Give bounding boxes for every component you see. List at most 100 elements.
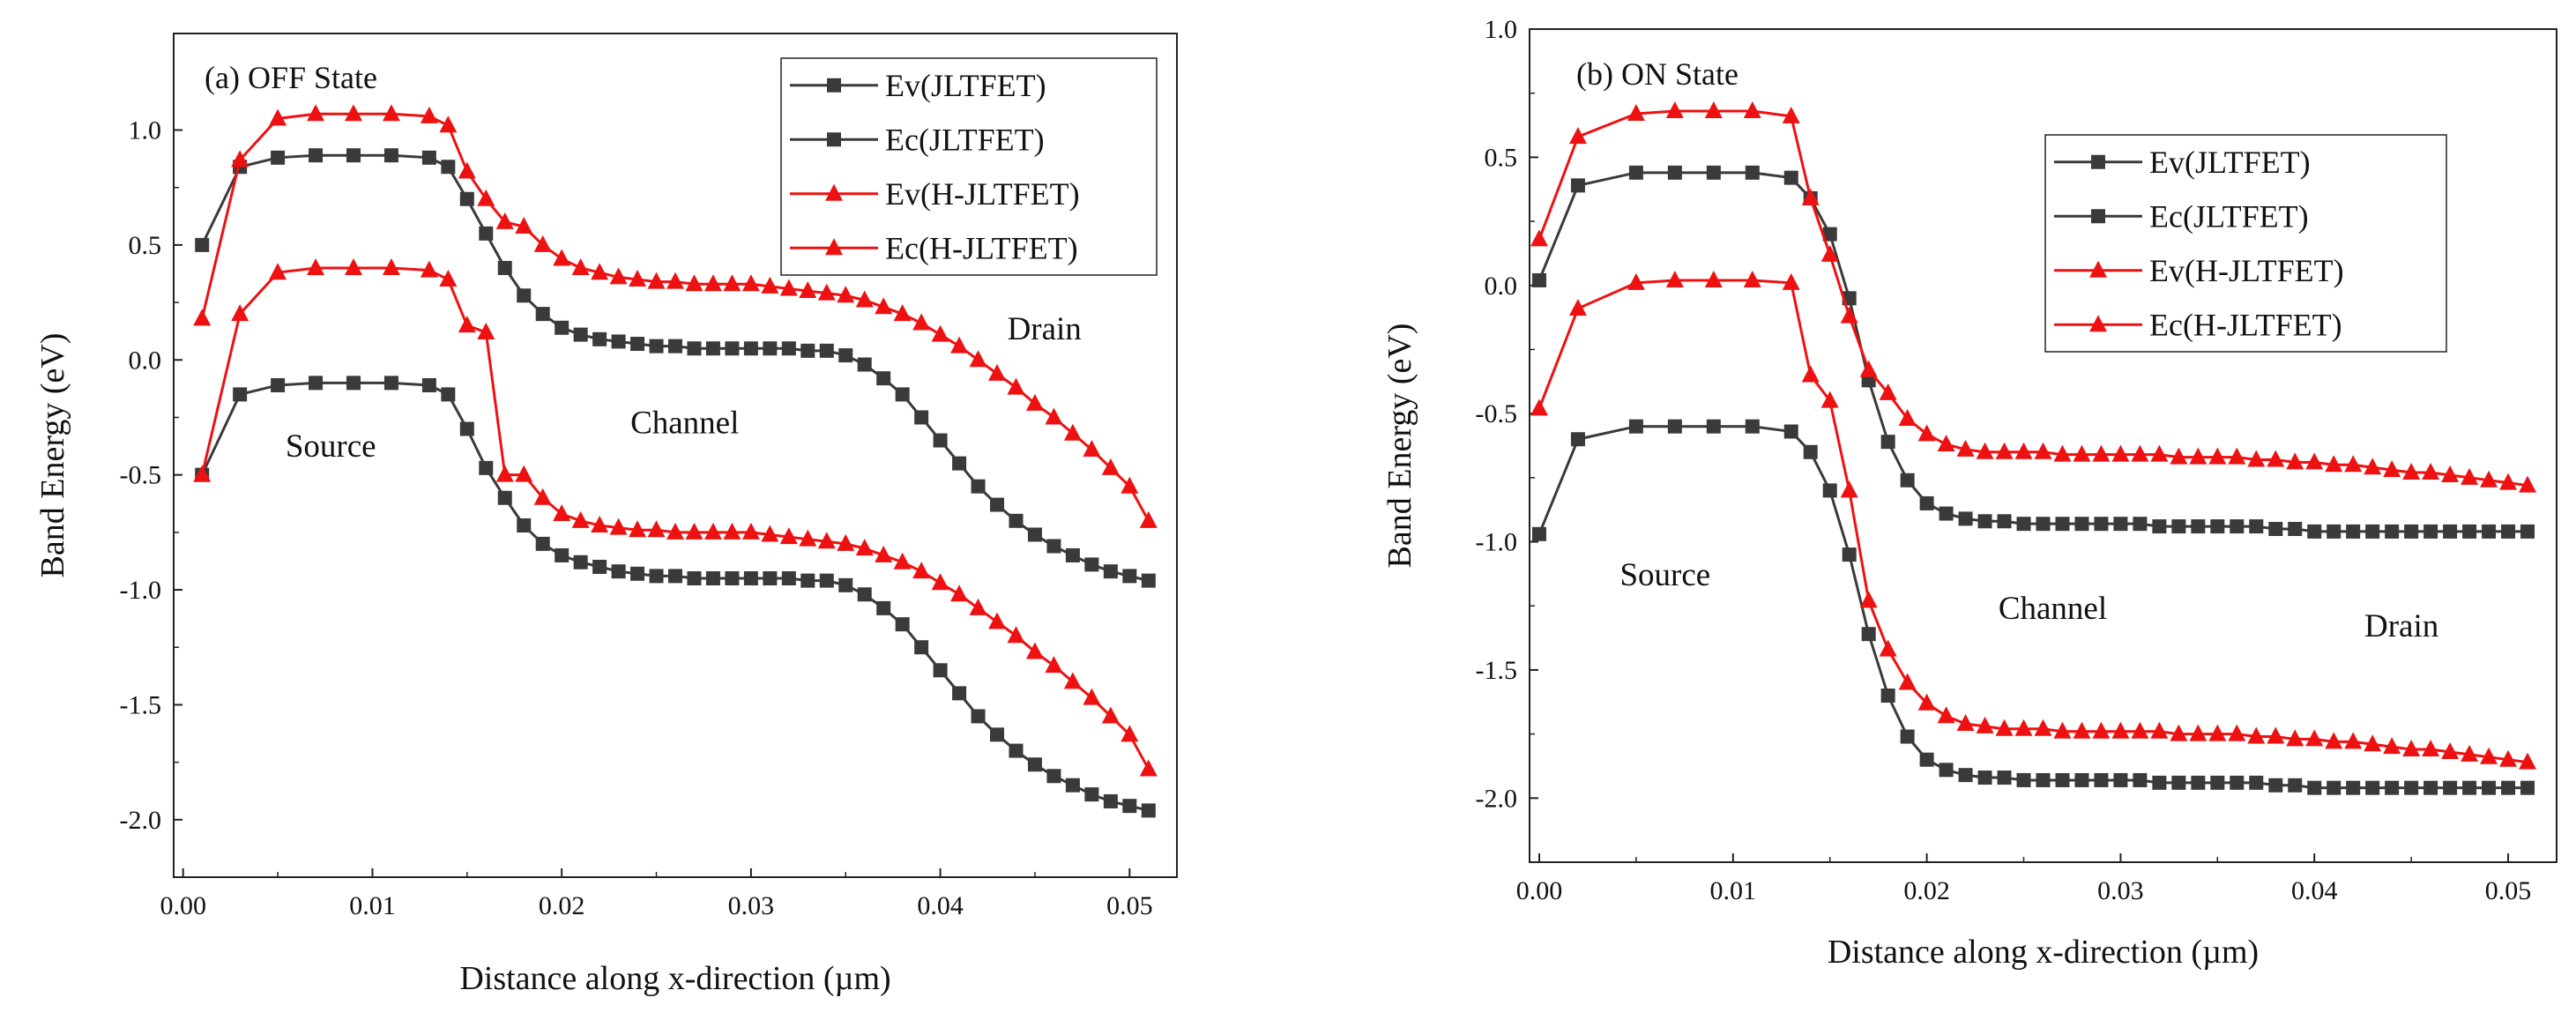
data-point: [1900, 473, 1915, 488]
series-ech-jltfet: [1530, 101, 2537, 493]
data-point: [421, 150, 436, 165]
data-point: [2092, 444, 2111, 462]
data-point: [1083, 688, 1101, 705]
data-point: [2228, 724, 2246, 741]
data-point: [687, 571, 702, 586]
data-point: [950, 336, 969, 354]
data-point: [1704, 270, 1723, 287]
data-point: [309, 376, 324, 391]
data-point: [779, 279, 798, 296]
y-tick-label: -0.5: [1476, 399, 1518, 428]
y-tick-label: 1.0: [129, 116, 162, 145]
data-point: [195, 237, 210, 252]
data-point: [647, 520, 666, 538]
data-point: [346, 376, 361, 391]
data-point: [441, 160, 456, 175]
y-tick-label: -1.5: [120, 690, 162, 719]
data-point: [2383, 460, 2401, 478]
data-point: [893, 304, 912, 322]
data-point: [515, 465, 533, 482]
data-point: [479, 460, 494, 475]
data-point: [2171, 519, 2186, 534]
data-point: [2520, 780, 2535, 795]
data-point: [914, 410, 929, 425]
data-point: [346, 148, 361, 163]
data-point: [497, 490, 512, 505]
data-point: [2365, 524, 2380, 539]
data-point: [743, 341, 758, 356]
data-point: [1103, 793, 1118, 808]
data-point: [2016, 772, 2031, 787]
data-point: [1667, 419, 1682, 434]
data-point: [969, 350, 987, 368]
data-point: [2404, 524, 2419, 539]
series-evjltfet: [1531, 419, 2535, 795]
panel-title: (b) ON State: [1576, 56, 1738, 92]
data-point: [876, 600, 891, 615]
data-point: [837, 286, 855, 303]
series-ecjltfet: [195, 148, 1156, 588]
data-point: [1879, 383, 1897, 400]
data-point: [2286, 729, 2304, 747]
y-tick-label: -2.0: [1476, 784, 1518, 813]
data-point: [1122, 569, 1137, 584]
data-point: [592, 559, 607, 574]
data-point: [2170, 447, 2188, 465]
data-point: [2150, 444, 2169, 462]
data-point: [1917, 693, 1936, 711]
data-point: [1745, 419, 1760, 434]
data-point: [1783, 424, 1798, 439]
region-label-channel: Channel: [1999, 591, 2107, 627]
data-point: [668, 569, 682, 584]
data-point: [933, 663, 948, 678]
data-point: [1141, 803, 1156, 818]
data-point: [1667, 165, 1682, 180]
legend-marker: [825, 238, 843, 256]
legend-marker: [2091, 154, 2105, 169]
data-point: [857, 357, 872, 372]
data-point: [2402, 463, 2421, 480]
data-point: [2402, 740, 2421, 757]
data-point: [2191, 519, 2206, 534]
data-point: [591, 263, 609, 280]
data-point: [2247, 726, 2266, 744]
data-point: [2325, 732, 2343, 749]
x-tick-label: 0.04: [2291, 876, 2338, 905]
data-point: [1879, 639, 1897, 657]
x-tick-label: 0.00: [1516, 876, 1563, 905]
data-point: [1009, 513, 1024, 528]
data-point: [799, 281, 817, 299]
data-point: [1706, 419, 1721, 434]
data-point: [630, 566, 645, 581]
data-point: [2171, 775, 2186, 790]
data-point: [2288, 522, 2303, 536]
y-tick-label: -0.5: [120, 461, 162, 490]
data-point: [2365, 780, 2380, 795]
data-point: [2404, 780, 2419, 795]
data-point: [2480, 470, 2498, 488]
data-point: [649, 339, 664, 354]
data-point: [2189, 447, 2207, 465]
data-point: [1007, 377, 1025, 395]
data-point: [723, 522, 741, 540]
data-point: [2189, 724, 2207, 741]
data-point: [1706, 165, 1721, 180]
data-point: [1025, 393, 1044, 411]
data-point: [1801, 365, 1820, 383]
data-point: [1122, 799, 1137, 814]
y-tick-label: 1.0: [1485, 15, 1518, 44]
data-point: [704, 274, 722, 292]
y-tick-label: -1.0: [1476, 528, 1518, 557]
data-point: [271, 150, 286, 165]
data-point: [1956, 713, 1975, 731]
y-tick-label: 0.5: [1485, 143, 1518, 172]
y-axis-label: Band Energy (eV): [34, 333, 71, 578]
data-point: [1531, 272, 1546, 287]
data-point: [1958, 768, 1973, 783]
x-tick-label: 0.04: [917, 891, 964, 920]
data-point: [685, 522, 704, 540]
data-point: [1977, 771, 1992, 785]
data-point: [2443, 780, 2458, 795]
data-point: [1840, 480, 1858, 498]
data-point: [1628, 419, 1643, 434]
